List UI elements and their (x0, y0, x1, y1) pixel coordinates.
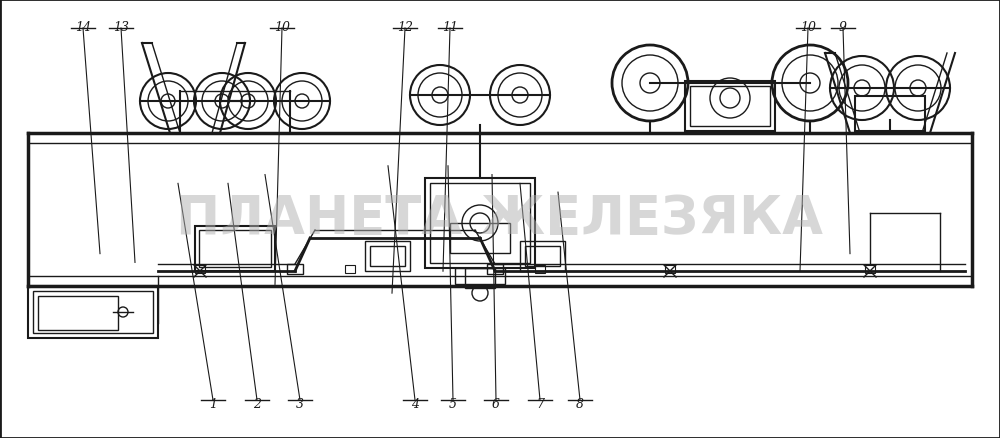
Bar (430, 184, 530, 263)
Text: 6: 6 (492, 397, 500, 410)
Text: 11: 11 (442, 21, 458, 34)
Bar (365, 241, 410, 272)
Text: 1: 1 (209, 397, 217, 410)
Text: 8: 8 (576, 397, 584, 410)
Bar (520, 241, 565, 272)
Bar (28, 286, 158, 338)
Text: 4: 4 (411, 397, 419, 410)
Text: 13: 13 (113, 21, 129, 34)
Bar (199, 230, 271, 267)
Bar (865, 265, 875, 273)
Bar (685, 82, 775, 132)
Text: 9: 9 (839, 21, 847, 34)
Bar (370, 247, 405, 266)
Text: 5: 5 (449, 397, 457, 410)
Bar (33, 291, 153, 333)
Bar (525, 247, 560, 266)
Bar (450, 223, 510, 254)
Bar (195, 265, 205, 273)
Bar (665, 265, 675, 273)
Text: 2: 2 (253, 397, 261, 410)
Bar (690, 87, 770, 127)
Bar (535, 265, 545, 273)
Bar (425, 179, 535, 268)
Bar (38, 297, 118, 330)
Bar (287, 265, 303, 274)
Text: ПЛАНЕТА ЖЕЛЕЗЯКА: ПЛАНЕТА ЖЕЛЕЗЯКА (176, 193, 824, 244)
Text: 12: 12 (397, 21, 413, 34)
Bar (345, 265, 355, 273)
Bar (487, 265, 503, 274)
Bar (465, 268, 495, 288)
Text: 14: 14 (75, 21, 91, 34)
Bar (195, 226, 275, 272)
Text: 10: 10 (800, 21, 816, 34)
Text: 10: 10 (274, 21, 290, 34)
Text: 3: 3 (296, 397, 304, 410)
Text: 7: 7 (536, 397, 544, 410)
Bar (855, 97, 925, 132)
Bar (455, 268, 505, 284)
